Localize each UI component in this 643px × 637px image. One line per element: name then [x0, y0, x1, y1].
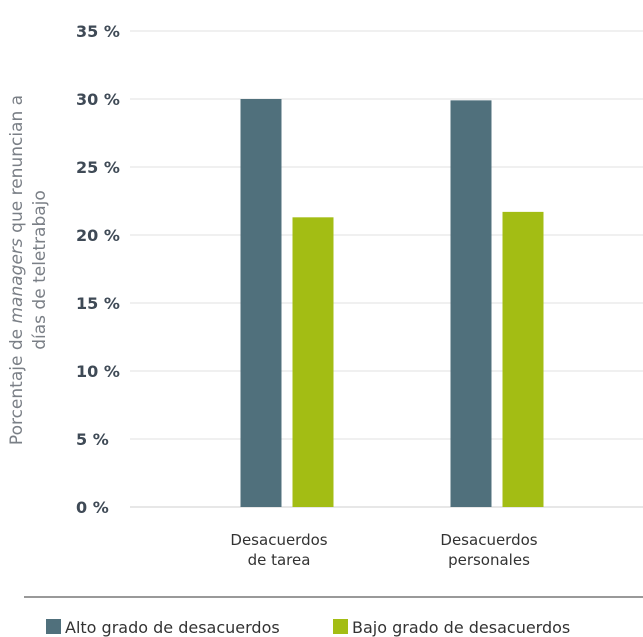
legend-swatch: [46, 619, 61, 634]
y-tick-label: 5 %: [76, 430, 109, 449]
category-label: Desacuerdos: [440, 531, 537, 549]
category-labels: Desacuerdos de tarea Desacuerdos personales: [230, 531, 537, 569]
y-tick-labels: 0 % 5 % 10 % 15 % 20 % 25 % 30 % 35 %: [76, 22, 120, 517]
y-tick-label: 20 %: [76, 226, 120, 245]
legend-label: Bajo grado de desacuerdos: [352, 618, 570, 637]
y-axis-label-line2: días de teletrabajo: [30, 190, 50, 350]
bar: [240, 99, 282, 507]
y-tick-label: 25 %: [76, 158, 120, 177]
y-tick-label: 10 %: [76, 362, 120, 381]
category-label: personales: [448, 551, 530, 569]
bar: [450, 100, 492, 508]
legend-swatch: [333, 619, 348, 634]
category-label: Desacuerdos: [230, 531, 327, 549]
y-tick-label: 0 %: [76, 498, 109, 517]
category-label: de tarea: [248, 551, 311, 569]
bars: [240, 99, 544, 508]
y-axis-label-line1: Porcentaje de managers que renuncian a: [7, 95, 27, 445]
y-tick-label: 35 %: [76, 22, 120, 41]
bar: [292, 217, 334, 507]
bar: [502, 211, 544, 507]
legend: Alto grado de desacuerdos Bajo grado de d…: [46, 618, 570, 637]
y-tick-label: 15 %: [76, 294, 120, 313]
legend-label: Alto grado de desacuerdos: [65, 618, 280, 637]
y-tick-label: 30 %: [76, 90, 120, 109]
grid-lines: [130, 30, 643, 508]
